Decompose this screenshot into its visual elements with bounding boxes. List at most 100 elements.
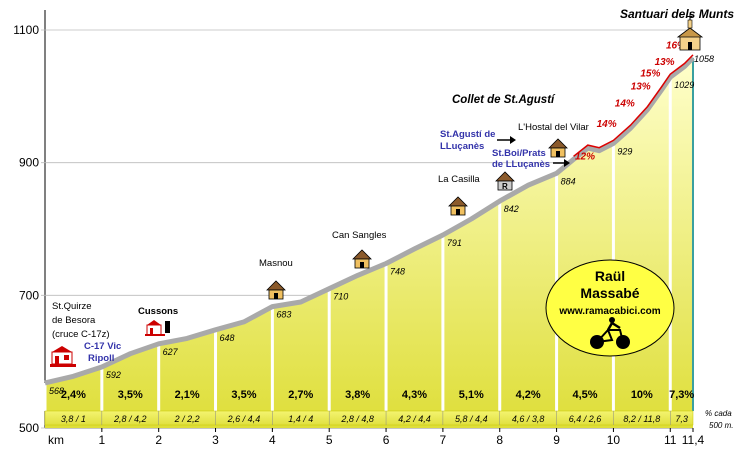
- y-tick-labels: 1100 900 700 500: [13, 23, 39, 435]
- place-st-boi-1: St.Boi/Prats: [492, 148, 546, 159]
- place-st-agusti-2: LLuçanès: [440, 141, 484, 152]
- x-axis-label: km: [48, 433, 64, 447]
- x-tick-label: 4: [269, 433, 276, 447]
- x-tick-label: 3: [212, 433, 219, 447]
- segment-strip: [44, 410, 694, 426]
- altitude-label: 648: [220, 333, 235, 343]
- steep-gradient-label: 16%: [666, 41, 686, 52]
- steep-gradient-label: 14%: [597, 119, 617, 130]
- y-tick-label: 700: [19, 288, 39, 302]
- place-can-sangles: Can Sangles: [332, 230, 387, 241]
- altitude-label: 1029: [674, 80, 694, 90]
- steep-section-line: [573, 54, 694, 157]
- half-km-gradient: 3,8 / 1: [61, 414, 86, 424]
- cyclist-icon: [590, 317, 630, 349]
- altitude-label: 884: [561, 176, 576, 186]
- author-name-2: Massabé: [580, 285, 639, 301]
- altitude-label: 842: [504, 204, 519, 214]
- segment-gradient: 10%: [631, 389, 653, 401]
- half-km-gradient: 5,8 / 4,4: [455, 414, 488, 424]
- x-tick-label: 11,4: [682, 433, 705, 447]
- half-km-gradient: 2,6 / 4,4: [227, 414, 261, 424]
- half-km-gradient: 6,4 / 2,6: [569, 414, 602, 424]
- segment-note-1: % cada: [705, 409, 732, 418]
- author-website: www.ramacabici.com: [558, 306, 660, 317]
- segment-note-2: 500 m.: [709, 421, 733, 430]
- house-icon: [266, 280, 286, 300]
- x-tick-label: 2: [155, 433, 162, 447]
- altitude-label: 929: [617, 146, 632, 156]
- place-start-line2: de Besora: [52, 315, 96, 326]
- cussons-icon: [145, 320, 170, 336]
- segment-gradient: 5,1%: [459, 389, 484, 401]
- x-tick-label: 6: [383, 433, 390, 447]
- altitude-label: 627: [163, 347, 179, 357]
- altitude-label: 710: [333, 292, 348, 302]
- segment-gradient: 2,7%: [288, 389, 313, 401]
- town-icon: [50, 346, 76, 367]
- segment-gradient-strip: 3,8 / 1 2,8 / 4,2 2 / 2,2 2,6 / 4,4 1,4 / 4 2…: [61, 411, 688, 425]
- arrow-icon: [553, 159, 570, 167]
- segment-gradient: 3,5%: [118, 389, 143, 401]
- place-start-line3: (cruce C-17z): [52, 329, 110, 340]
- half-km-gradient: 4,6 / 3,8: [512, 414, 545, 424]
- half-km-gradient: 2,8 / 4,2: [113, 414, 147, 424]
- place-start-line1: St.Quirze: [52, 301, 92, 312]
- house-icon: [352, 249, 372, 269]
- segment-gradient: 2,1%: [175, 389, 200, 401]
- altitude-label: 791: [447, 238, 462, 248]
- steep-gradient-label: 14%: [615, 98, 635, 109]
- altitude-labels: 568 592 627 648 683 710 748 791 842 884 929 1029: [49, 80, 694, 396]
- author-badge: Raül Massabé www.ramacabici.com: [545, 259, 675, 357]
- x-tick-label: 1: [98, 433, 105, 447]
- steep-gradient-label: 13%: [655, 57, 675, 68]
- profile-area: [45, 57, 693, 429]
- x-tick-label: 5: [326, 433, 333, 447]
- place-masnou: Masnou: [259, 258, 293, 269]
- place-st-agusti-1: St.Agustí de: [440, 129, 495, 140]
- svg-text:R: R: [502, 182, 508, 191]
- segment-gradient: 4,3%: [402, 389, 427, 401]
- y-tick-label: 1100: [13, 23, 39, 37]
- half-km-gradient: 2 / 2,2: [174, 414, 200, 424]
- x-tick-label: 8: [496, 433, 503, 447]
- altitude-label: 592: [106, 370, 121, 380]
- road-c17: C-17 Vic: [84, 341, 121, 352]
- arrow-icon: [497, 136, 516, 144]
- place-hostal: L'Hostal del Vilar: [518, 122, 589, 133]
- half-km-gradient: 1,4 / 4: [288, 414, 313, 424]
- chapel-icon: [676, 14, 704, 51]
- half-km-gradient: 8,2 / 11,8: [623, 414, 660, 424]
- summit-altitude: 1058: [694, 54, 714, 64]
- x-tick-label: 7: [440, 433, 447, 447]
- segment-gradient: 7,3%: [669, 389, 694, 401]
- road-ripoll: Ripoll: [88, 353, 114, 364]
- house-icon: [548, 138, 568, 158]
- profile-line: [44, 56, 695, 386]
- x-tick-label: 11: [664, 433, 677, 447]
- segment-gradient: 3,5%: [231, 389, 256, 401]
- segment-gradient: 4,2%: [516, 389, 541, 401]
- altitude-label: 568: [49, 386, 64, 396]
- half-km-gradient: 4,2 / 4,4: [398, 414, 431, 424]
- steep-gradient-label: 13%: [631, 82, 651, 93]
- y-tick-label: 500: [19, 421, 39, 435]
- chart-title: Santuari dels Munts: [620, 7, 734, 21]
- steep-gradient-label: 12%: [575, 151, 595, 162]
- segment-gradient: 3,8%: [345, 389, 370, 401]
- chart-subtitle: Collet de St.Agustí: [452, 94, 556, 106]
- place-cussons: Cussons: [138, 306, 178, 317]
- y-tick-label: 900: [19, 156, 39, 170]
- place-st-boi-2: de LLuçanès: [492, 159, 550, 170]
- half-km-gradient: 2,8 / 4,8: [340, 414, 374, 424]
- author-name-1: Raül: [595, 268, 625, 284]
- segment-gradient: 4,5%: [572, 389, 597, 401]
- gradient-labels: 2,4% 3,5% 2,1% 3,5% 2,7% 3,8% 4,3% 5,1% 4,2% 4,5%…: [61, 389, 695, 401]
- place-la-casilla: La Casilla: [438, 174, 480, 185]
- x-tick-label: 10: [607, 433, 621, 447]
- steep-gradient-label: 15%: [640, 68, 660, 79]
- altitude-label: 683: [276, 310, 291, 320]
- house-icon: [448, 196, 468, 216]
- half-km-gradient: 7,3: [675, 414, 688, 424]
